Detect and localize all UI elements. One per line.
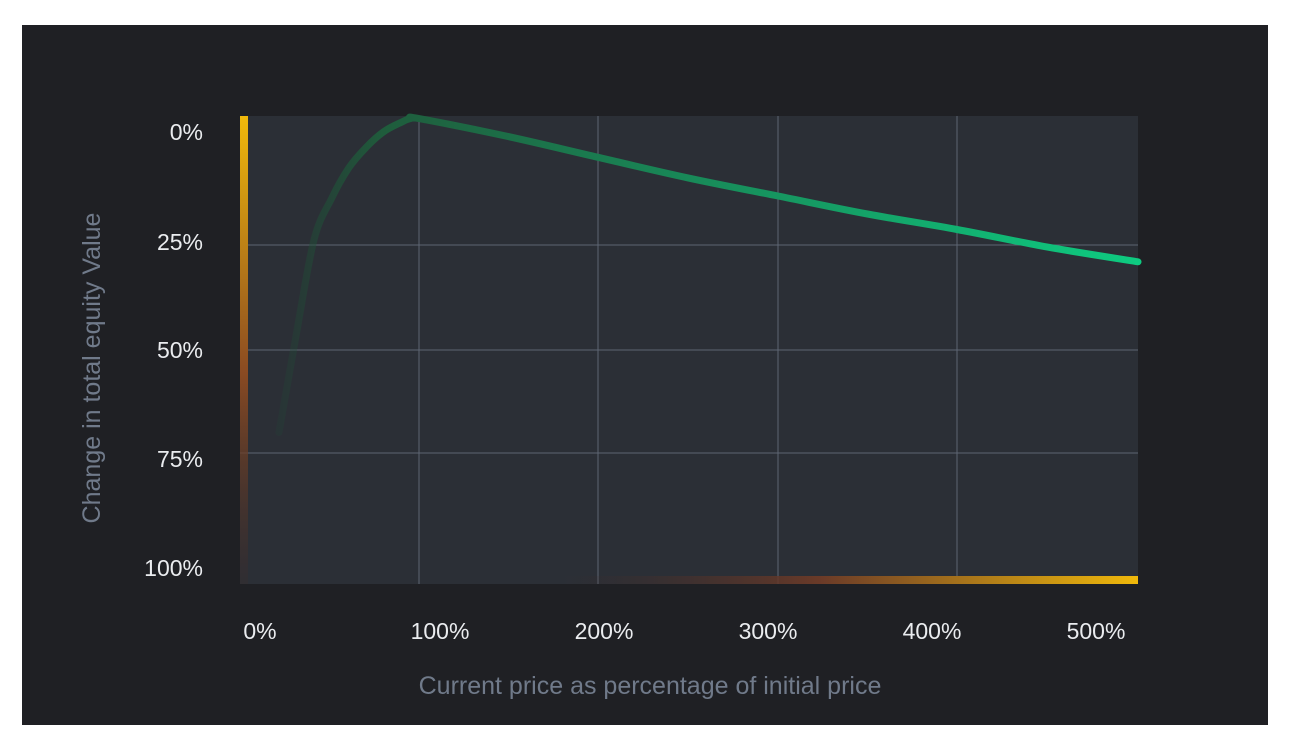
x-tick-label: 100% [411, 618, 470, 644]
bottom-accent-bar [560, 576, 1138, 584]
x-tick-label: 200% [575, 618, 634, 644]
y-tick-label: 50% [157, 337, 203, 363]
y-axis-label: Change in total equity Value [78, 213, 106, 524]
x-tick-label: 400% [903, 618, 962, 644]
y-tick-label: 75% [157, 446, 203, 472]
x-axis-label: Current price as percentage of initial p… [419, 672, 882, 700]
left-accent-bar [240, 116, 248, 584]
grid-lines [240, 116, 1138, 584]
x-tick-label: 300% [739, 618, 798, 644]
x-tick-label: 500% [1067, 618, 1126, 644]
y-axis-ticks: 0% 25% 50% 75% 100% [144, 119, 203, 581]
y-tick-label: 100% [144, 555, 203, 581]
y-tick-label: 25% [157, 229, 203, 255]
y-tick-label: 0% [170, 119, 203, 145]
series-line [275, 113, 1142, 436]
x-tick-label: 0% [243, 618, 276, 644]
x-axis-ticks: 0% 100% 200% 300% 400% 500% [243, 618, 1125, 644]
